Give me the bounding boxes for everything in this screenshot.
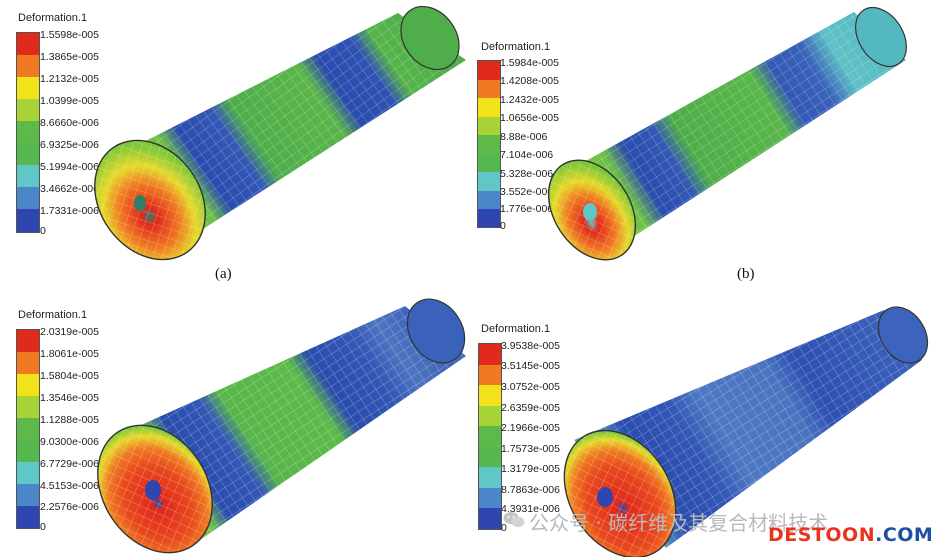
legend-tick: 0 — [40, 521, 46, 533]
legend-tick: 0 — [501, 522, 507, 534]
legend-tick: 4.5153e-006 — [40, 480, 99, 492]
cylinder-deformation-plot — [547, 7, 907, 261]
legend-tick: 1.2432e-005 — [500, 94, 559, 106]
legend-tick: 0 — [40, 225, 46, 237]
legend-tick: 6.7729e-006 — [40, 458, 99, 470]
legend-tick: 4.3931e-006 — [501, 503, 560, 515]
legend-tick: 1.1288e-005 — [40, 414, 99, 426]
legend-tick: 1.2132e-005 — [40, 73, 99, 85]
legend-tick: 1.8061e-005 — [40, 348, 99, 360]
legend-tick: 1.5598e-005 — [40, 29, 99, 41]
color-legend — [16, 32, 40, 233]
legend-tick: 9.0300e-006 — [40, 436, 99, 448]
legend-tick: 2.1966e-005 — [501, 422, 560, 434]
legend-title: Deformation.1 — [481, 323, 551, 335]
legend-tick: 8.7863e-006 — [501, 484, 560, 496]
color-legend — [477, 60, 501, 228]
cylinder-deformation-plot — [563, 306, 929, 557]
watermark-text: 公众号 · 碳纤维及其复合材料技术 — [529, 511, 829, 535]
legend-tick: 1.5804e-005 — [40, 370, 99, 382]
legend-tick: 3.4662e-006 — [40, 183, 99, 195]
legend-tick: 1.0399e-005 — [40, 95, 99, 107]
legend-tick: 1.3179e-005 — [501, 463, 560, 475]
brand-part2: .COM — [875, 524, 932, 546]
legend-tick: 1.0656e-005 — [500, 112, 559, 124]
legend-tick: 2.6359e-005 — [501, 402, 560, 414]
brand-part1: DESTOON — [768, 524, 876, 546]
color-legend — [478, 343, 502, 530]
legend-tick: 1.7331e-006 — [40, 205, 99, 217]
cylinder-deformation-plot — [97, 298, 466, 554]
legend-tick: 3.5145e-005 — [501, 360, 560, 372]
legend-tick: 8.6660e-006 — [40, 117, 99, 129]
legend-tick: 1.4208e-005 — [500, 75, 559, 87]
legend-tick: 1.7573e-005 — [501, 443, 560, 455]
legend-tick: 8.88e-006 — [500, 131, 548, 143]
legend-tick: 2.2576e-006 — [40, 501, 99, 513]
legend-title: Deformation.1 — [18, 309, 88, 321]
caption: (b) — [737, 266, 755, 282]
legend-title: Deformation.1 — [18, 12, 88, 24]
legend-tick: 1.3546e-005 — [40, 392, 99, 404]
legend-tick: 5.328e-006 — [500, 168, 554, 180]
wechat-icon — [503, 512, 525, 528]
legend-title: Deformation.1 — [481, 41, 551, 53]
legend-tick: 2.0319e-005 — [40, 326, 99, 338]
legend-tick: 1.776e-006 — [500, 203, 554, 215]
legend-tick: 6.9325e-006 — [40, 139, 99, 151]
legend-tick: 1.5984e-005 — [500, 57, 559, 69]
legend-tick: 3.9538e-005 — [501, 340, 560, 352]
legend-tick: 3.0752e-005 — [501, 381, 560, 393]
legend-tick: 1.3865e-005 — [40, 51, 99, 63]
legend-tick: 5.1994e-006 — [40, 161, 99, 173]
caption: (a) — [215, 266, 232, 282]
brand-logo: DESTOON.COM — [768, 524, 932, 546]
cylinder-deformation-plot — [94, 5, 466, 261]
color-legend — [16, 329, 40, 529]
legend-tick: 3.552e-006 — [500, 186, 554, 198]
legend-tick: 7.104e-006 — [500, 149, 554, 161]
legend-tick: 0 — [500, 220, 506, 232]
